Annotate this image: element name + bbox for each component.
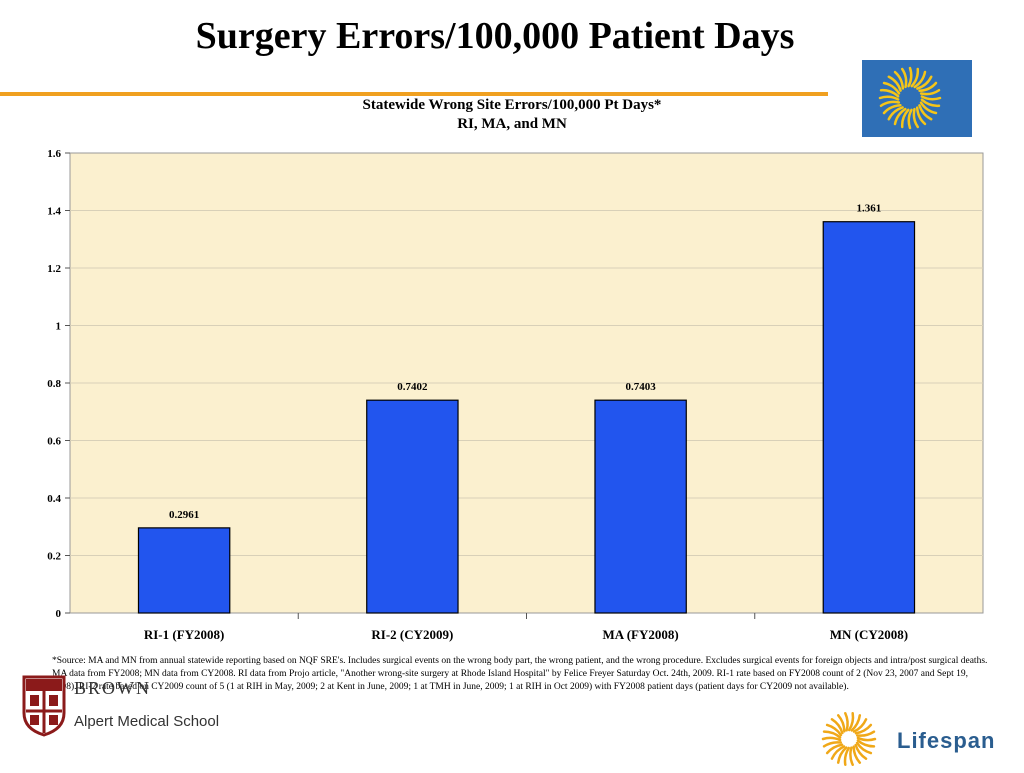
y-tick-label: 0.6 [47, 436, 61, 448]
alpert-medical-school-label: Alpert Medical School [74, 713, 220, 730]
y-tick-label: 0.2 [47, 551, 61, 563]
bar-chart: 0 0.2 0.4 0.6 0.8 1 1.2 1.4 1.6 0.2961 RI-1 (FY200… [47, 148, 984, 642]
y-tick-label: 1.6 [47, 148, 61, 160]
data-label: 1.361 [857, 203, 882, 215]
brown-wordmark: BROWN [74, 678, 151, 698]
y-tick-label: 1.4 [47, 206, 61, 218]
slide-title: Surgery Errors/100,000 Patient Days [195, 15, 795, 57]
y-tick-label: 1 [56, 321, 62, 333]
y-tick-label: 1.2 [47, 263, 61, 275]
x-tick-label: MN (CY2008) [830, 627, 908, 642]
bar [594, 399, 687, 614]
source-footnote: *Source: MA and MN from annual statewide… [52, 656, 988, 692]
sun-logo-icon [878, 66, 942, 130]
bar [366, 399, 459, 614]
lifespan-sun-icon [816, 710, 882, 773]
chart-title: Statewide Wrong Site Errors/100,000 Pt D… [362, 97, 662, 113]
data-label: 0.2961 [169, 509, 199, 521]
y-tick-label: 0.4 [47, 493, 61, 505]
bar [822, 221, 916, 614]
y-tick-label: 0 [56, 608, 62, 620]
data-label: 0.7402 [397, 381, 428, 393]
sun-logo-box [862, 60, 972, 137]
lifespan-wordmark: Lifespan [897, 728, 996, 753]
x-tick-label: MA (FY2008) [603, 627, 679, 642]
chart-subtitle: RI, MA, and MN [457, 116, 567, 132]
brown-shield-icon [22, 675, 66, 742]
y-tick-label: 0.8 [47, 378, 61, 390]
chart-title-block: Statewide Wrong Site Errors/100,000 Pt D… [200, 96, 824, 134]
x-tick-label: RI-2 (CY2009) [371, 627, 453, 642]
bar [137, 527, 231, 614]
data-label: 0.7403 [626, 381, 657, 393]
title-divider [0, 92, 828, 96]
x-tick-label: RI-1 (FY2008) [144, 627, 225, 642]
